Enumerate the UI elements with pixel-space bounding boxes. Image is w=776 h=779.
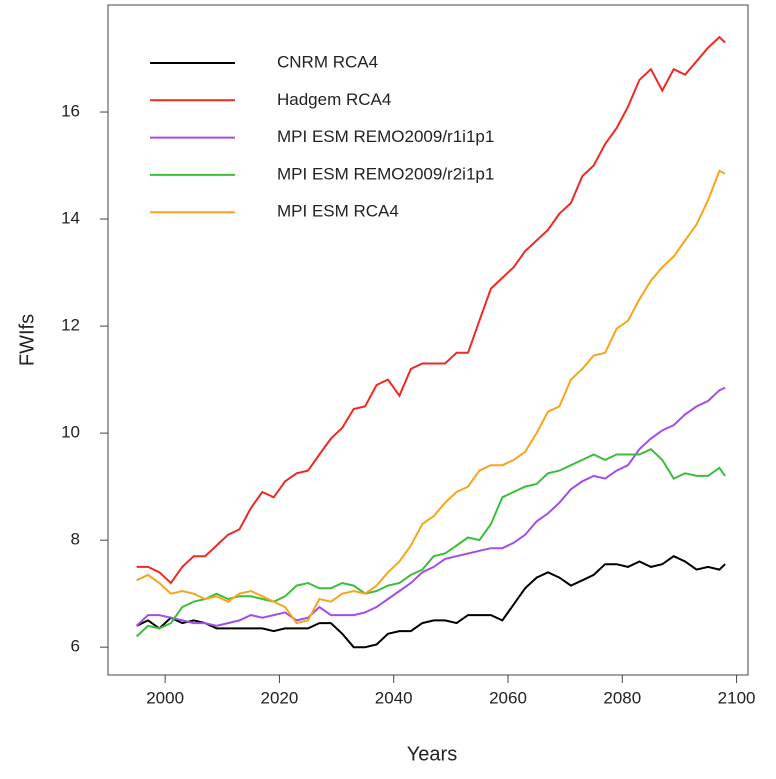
y-tick-label: 10 — [61, 423, 80, 442]
y-axis-label: FWIfs — [16, 314, 38, 366]
y-tick-label: 6 — [71, 637, 80, 656]
x-tick-label: 2060 — [489, 688, 527, 707]
x-tick-label: 2000 — [146, 688, 184, 707]
legend-label: MPI ESM REMO2009/r1i1p1 — [277, 127, 494, 146]
legend-label: MPI ESM RCA4 — [277, 202, 399, 221]
x-tick-label: 2020 — [261, 688, 299, 707]
series-line — [135, 448, 726, 638]
series-line — [135, 386, 726, 627]
legend-label: Hadgem RCA4 — [277, 90, 391, 109]
series-line — [136, 555, 726, 649]
x-tick-label: 2080 — [603, 688, 641, 707]
plot-frame — [107, 4, 749, 676]
x-tick-label: 2040 — [375, 688, 413, 707]
series-line — [136, 169, 726, 625]
y-tick-label: 8 — [71, 530, 80, 549]
legend-label: MPI ESM REMO2009/r2i1p1 — [277, 164, 494, 183]
series-line — [136, 35, 726, 585]
legend-label: CNRM RCA4 — [277, 52, 378, 71]
x-tick-label: 2100 — [718, 688, 756, 707]
y-tick-label: 14 — [61, 209, 80, 228]
x-axis-label: Years — [407, 743, 457, 765]
y-tick-label: 16 — [61, 102, 80, 121]
y-tick-label: 12 — [61, 316, 80, 335]
